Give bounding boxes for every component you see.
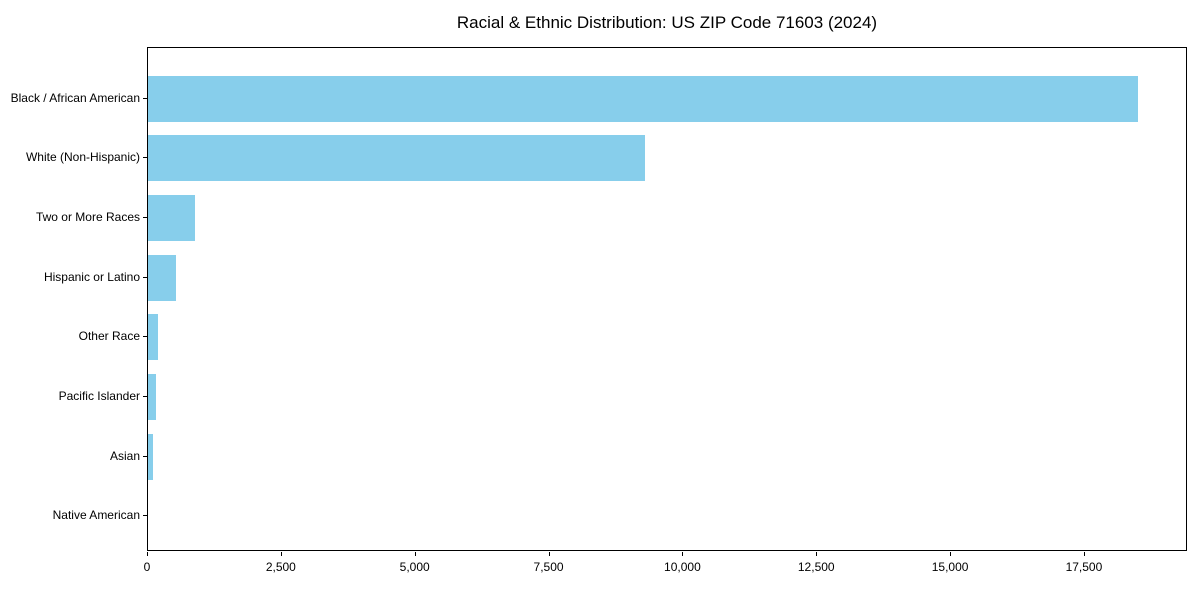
- chart-title: Racial & Ethnic Distribution: US ZIP Cod…: [456, 13, 878, 32]
- bar-asian: [148, 433, 154, 480]
- x-tick-label: 12,500: [797, 560, 835, 574]
- x-tick-label: 2,500: [265, 560, 296, 574]
- y-tick-label: Pacific Islander: [58, 389, 140, 404]
- bar-white-non-hispanic: [148, 135, 645, 182]
- y-tick-label: White (Non-Hispanic): [25, 150, 140, 165]
- x-tick-label: 5,000: [399, 560, 430, 574]
- x-tick-mark: [548, 552, 550, 556]
- x-tick-label: 15,000: [931, 560, 969, 574]
- x-tick-label: 7,500: [533, 560, 564, 574]
- y-tick-mark: [143, 276, 147, 278]
- y-tick-mark: [143, 217, 147, 219]
- y-tick-label: Black / African American: [10, 90, 140, 105]
- y-tick-mark: [143, 515, 147, 517]
- y-tick-label: Two or More Races: [35, 210, 140, 225]
- y-tick-mark: [143, 97, 147, 99]
- bar-hispanic-or-latino: [148, 254, 177, 301]
- x-tick-mark: [147, 552, 148, 556]
- y-tick-label: Native American: [52, 508, 140, 523]
- y-tick-label: Asian: [109, 448, 140, 463]
- x-tick-mark: [280, 552, 282, 556]
- x-tick-label: 17,500: [1065, 560, 1103, 574]
- bar-black-african-american: [148, 75, 1139, 122]
- x-tick-mark: [950, 552, 952, 556]
- x-tick-mark: [682, 552, 684, 556]
- x-tick-mark: [414, 552, 416, 556]
- x-tick-mark: [1083, 552, 1085, 556]
- x-tick-label: 10,000: [664, 560, 701, 574]
- y-tick-mark: [143, 157, 147, 159]
- bar-pacific-islander: [148, 374, 157, 421]
- y-tick-mark: [143, 455, 147, 457]
- y-tick-mark: [143, 336, 147, 338]
- y-tick-mark: [143, 396, 147, 398]
- plot-area: [147, 47, 1187, 551]
- x-tick-label: 0: [143, 560, 151, 574]
- bar-two-or-more-races: [148, 195, 195, 242]
- bar-other-race: [148, 314, 159, 361]
- x-tick-mark: [816, 552, 818, 556]
- y-tick-label: Other Race: [78, 329, 140, 344]
- y-tick-label: Hispanic or Latino: [43, 269, 140, 284]
